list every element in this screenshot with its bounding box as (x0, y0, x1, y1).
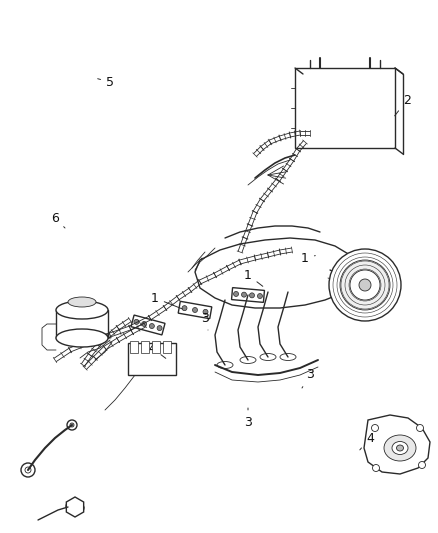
Text: 5: 5 (98, 76, 114, 88)
Circle shape (257, 294, 262, 298)
Ellipse shape (70, 503, 80, 511)
Ellipse shape (240, 357, 255, 364)
Ellipse shape (358, 279, 370, 291)
Text: 6: 6 (51, 212, 65, 228)
Ellipse shape (21, 463, 35, 477)
Circle shape (372, 464, 378, 472)
Ellipse shape (25, 467, 31, 473)
Text: 1: 1 (151, 292, 182, 309)
Circle shape (249, 293, 254, 298)
Ellipse shape (339, 260, 389, 310)
Ellipse shape (66, 501, 84, 513)
Text: 1: 1 (300, 252, 314, 264)
Polygon shape (131, 315, 165, 335)
Polygon shape (231, 288, 264, 302)
Bar (162, 341, 171, 353)
Text: 4: 4 (148, 342, 166, 358)
Text: 3: 3 (244, 408, 251, 429)
Circle shape (149, 324, 154, 328)
Bar (130, 341, 138, 353)
Ellipse shape (396, 445, 403, 451)
Text: 2: 2 (394, 93, 410, 116)
Circle shape (417, 462, 424, 469)
Ellipse shape (68, 297, 96, 307)
Text: 3: 3 (301, 368, 313, 388)
Bar (152, 341, 159, 353)
Text: 1: 1 (244, 269, 262, 286)
Bar (128, 343, 176, 375)
Ellipse shape (259, 353, 276, 360)
Ellipse shape (216, 361, 233, 368)
Circle shape (416, 424, 423, 432)
Ellipse shape (56, 301, 108, 319)
Circle shape (371, 424, 378, 432)
Circle shape (241, 292, 246, 297)
Circle shape (141, 321, 146, 327)
Text: 3: 3 (201, 311, 208, 330)
Ellipse shape (383, 435, 415, 461)
Circle shape (202, 309, 208, 314)
Circle shape (233, 292, 238, 296)
Circle shape (182, 305, 187, 311)
Polygon shape (194, 238, 357, 308)
Ellipse shape (328, 249, 400, 321)
Ellipse shape (279, 353, 295, 360)
Polygon shape (363, 415, 429, 474)
Ellipse shape (70, 423, 74, 427)
Ellipse shape (349, 270, 379, 300)
Circle shape (157, 326, 162, 330)
Bar (141, 341, 148, 353)
Ellipse shape (391, 441, 407, 455)
Text: 4: 4 (359, 432, 373, 450)
Polygon shape (178, 301, 211, 319)
Circle shape (134, 319, 138, 325)
Ellipse shape (67, 420, 77, 430)
Bar (294, 68, 394, 148)
Ellipse shape (56, 329, 108, 347)
Polygon shape (66, 497, 84, 517)
Circle shape (192, 308, 197, 312)
